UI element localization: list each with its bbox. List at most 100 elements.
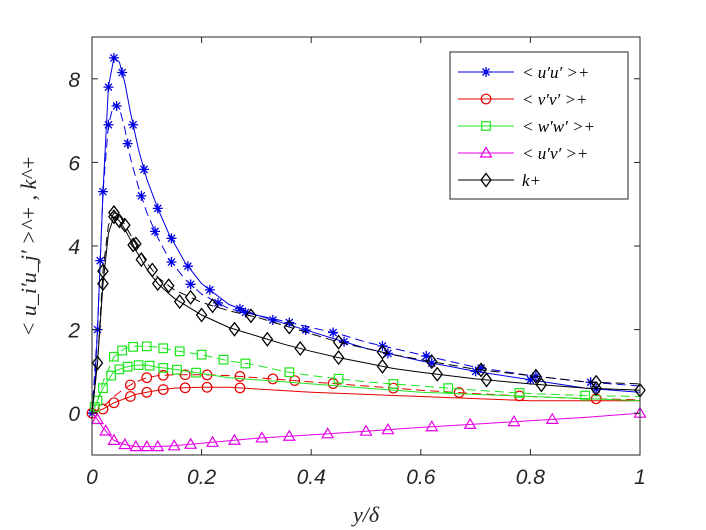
data-point-circle xyxy=(157,384,169,395)
x-tick-label: 1 xyxy=(634,466,646,489)
series-line xyxy=(91,215,641,414)
data-point-diamond xyxy=(206,298,219,314)
y-tick-label: 6 xyxy=(68,152,80,175)
data-point-triangle xyxy=(425,420,439,432)
x-tick-label: 0.4 xyxy=(297,466,326,489)
data-point-diamond xyxy=(97,276,109,292)
data-point-star xyxy=(152,203,163,214)
data-point-diamond xyxy=(425,354,438,370)
data-point-triangle xyxy=(227,433,242,445)
data-point-star xyxy=(136,190,147,201)
data-point-star xyxy=(328,327,339,338)
data-point-circle xyxy=(157,369,169,381)
data-point-square xyxy=(158,343,169,354)
data-point-triangle xyxy=(255,431,269,443)
data-point-square xyxy=(109,351,119,362)
data-point-circle xyxy=(97,403,109,415)
data-point-triangle xyxy=(184,437,198,449)
legend-item: k+ xyxy=(458,171,541,190)
series-line xyxy=(91,211,641,414)
legend: < u′u′ >+ < v′v′ >+ < w′w′ >+ < u′v′ >+ k+ xyxy=(449,51,629,200)
data-point-diamond xyxy=(431,366,444,382)
series-ww-solid xyxy=(89,360,641,414)
series-layer xyxy=(86,52,647,452)
data-point-star xyxy=(213,297,224,308)
data-point-diamond xyxy=(535,377,548,393)
data-point-diamond xyxy=(530,368,542,384)
data-point-star xyxy=(111,100,122,111)
data-point-triangle xyxy=(118,437,132,450)
y-axis-label: < u_i′u_j′ >^+ , k^+ xyxy=(16,155,41,336)
data-point-star xyxy=(204,284,215,295)
series-k-dashed xyxy=(91,204,641,414)
data-point-square xyxy=(580,390,591,401)
data-point-triangle xyxy=(107,433,121,445)
data-point-star xyxy=(117,67,128,78)
legend-marker-square xyxy=(481,121,491,131)
data-point-diamond xyxy=(475,362,487,378)
legend-label: k+ xyxy=(522,171,541,190)
data-point-star xyxy=(139,164,150,175)
data-point-square xyxy=(333,373,344,384)
data-point-star xyxy=(182,261,193,272)
data-point-circle xyxy=(124,379,136,391)
data-point-star xyxy=(103,82,114,93)
data-point-triangle xyxy=(463,417,477,430)
legend-marker-diamond xyxy=(480,172,492,188)
data-point-circle xyxy=(234,371,246,382)
series-line xyxy=(91,386,640,414)
data-point-circle xyxy=(453,387,465,398)
data-point-diamond xyxy=(480,372,493,388)
data-point-circle xyxy=(108,397,120,409)
data-point-square xyxy=(218,354,229,365)
data-point-square xyxy=(191,367,202,378)
data-point-circle xyxy=(289,375,301,386)
data-point-diamond xyxy=(376,358,389,374)
data-point-star xyxy=(300,325,311,336)
data-point-diamond xyxy=(119,217,131,233)
data-point-diamond xyxy=(113,213,126,229)
data-point-diamond xyxy=(173,294,186,310)
data-point-square xyxy=(106,370,117,381)
data-point-triangle xyxy=(151,439,165,452)
data-point-square xyxy=(284,367,295,378)
data-point-square xyxy=(240,358,251,369)
data-point-triangle xyxy=(167,439,181,451)
data-point-star xyxy=(103,119,114,130)
data-point-star xyxy=(421,350,432,361)
data-point-triangle xyxy=(140,439,154,452)
series-ww-dashed xyxy=(91,341,641,414)
data-point-square xyxy=(174,346,185,357)
legend-label: < w′w′ >+ xyxy=(522,117,595,136)
data-point-star xyxy=(122,138,133,149)
data-point-star xyxy=(426,358,437,369)
data-point-star xyxy=(240,307,251,318)
data-point-diamond xyxy=(127,237,139,253)
legend-label: < u′v′ >+ xyxy=(522,144,588,163)
legend-marker-triangle xyxy=(479,146,493,158)
data-point-triangle xyxy=(507,415,521,427)
data-point-triangle xyxy=(381,422,395,435)
data-point-square xyxy=(128,341,139,352)
series-vv-solid xyxy=(86,381,640,419)
data-point-triangle xyxy=(282,429,296,441)
data-point-star xyxy=(234,303,245,314)
data-point-star xyxy=(150,226,161,237)
data-point-square xyxy=(141,341,152,352)
data-point-diamond xyxy=(130,236,142,252)
x-axis-label: y/δ xyxy=(351,502,380,527)
data-point-square xyxy=(133,360,144,371)
data-point-triangle xyxy=(206,435,220,447)
legend-item: < w′w′ >+ xyxy=(458,117,595,136)
legend-item: < u′v′ >+ xyxy=(458,144,588,163)
data-point-triangle xyxy=(321,427,335,439)
data-point-diamond xyxy=(162,278,175,294)
data-point-circle xyxy=(179,382,191,394)
data-point-square xyxy=(98,383,108,394)
data-point-diamond xyxy=(261,331,274,347)
data-point-diamond xyxy=(184,289,197,305)
data-point-diamond xyxy=(294,340,307,357)
data-point-square xyxy=(117,345,128,356)
data-point-circle xyxy=(179,369,191,381)
data-point-diamond xyxy=(376,344,389,360)
